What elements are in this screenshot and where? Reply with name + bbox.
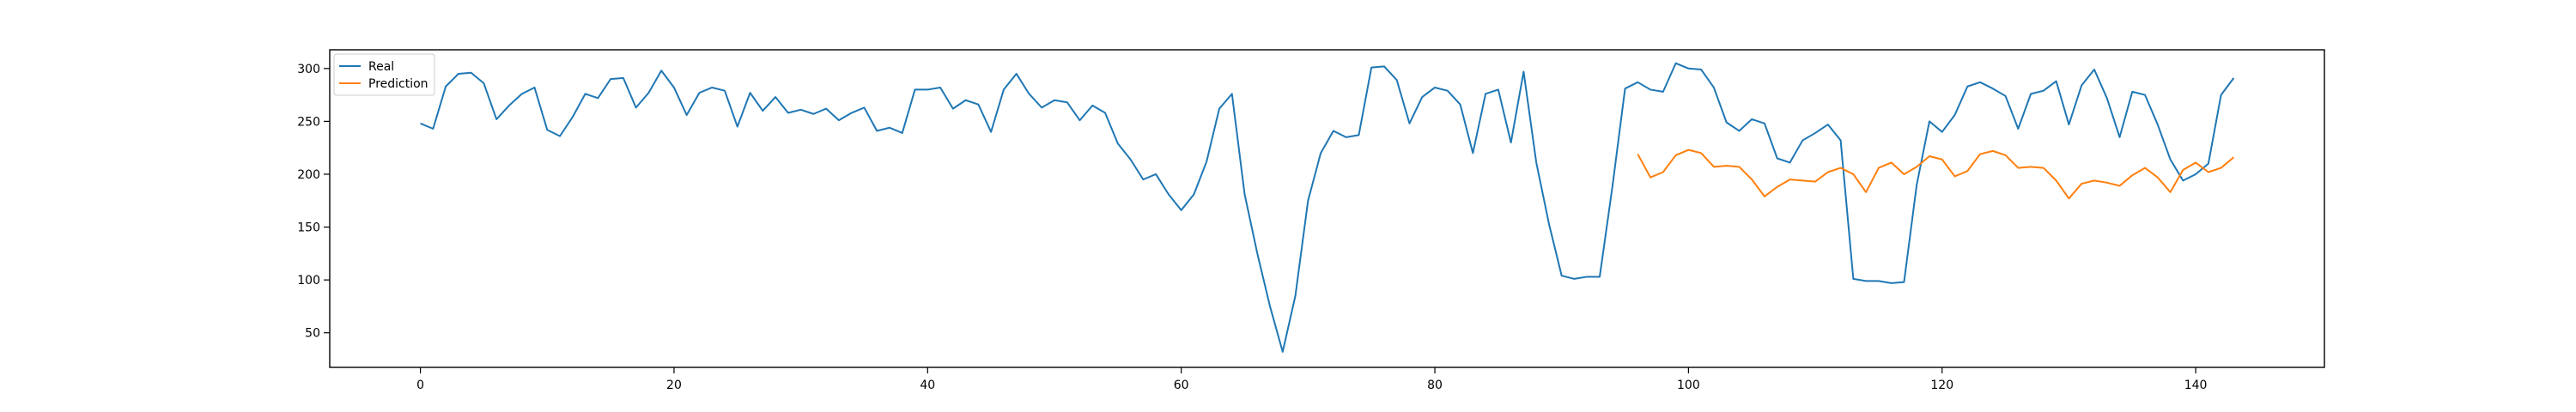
x-tick-label: 60 [1174,379,1189,392]
legend: Real Prediction [333,53,435,96]
x-tick-label: 120 [1930,379,1953,392]
x-tick-label: 0 [416,379,424,392]
y-tick-label: 50 [305,327,320,341]
x-tick-label: 20 [666,379,682,392]
x-tick-label: 40 [920,379,935,392]
series-layer [420,62,2235,353]
x-tick-label: 100 [1677,379,1700,392]
series-line-prediction [1637,148,2235,200]
x-tick-label: 140 [2184,379,2208,392]
legend-box [333,53,435,96]
y-tick-label: 100 [297,274,320,288]
y-tick-label: 250 [297,115,320,129]
plot-frame [329,49,2325,368]
y-axis: 50 100 150 200 250 300 [297,63,330,341]
y-tick-label: 200 [297,168,320,182]
series-line-real [420,62,2235,353]
x-axis: 0 20 40 60 80 100 120 140 [416,367,2207,392]
y-tick-label: 300 [297,63,320,76]
legend-label-prediction: Prediction [368,77,428,91]
legend-label-real: Real [368,60,394,74]
x-tick-label: 80 [1427,379,1443,392]
y-tick-label: 150 [297,221,320,235]
